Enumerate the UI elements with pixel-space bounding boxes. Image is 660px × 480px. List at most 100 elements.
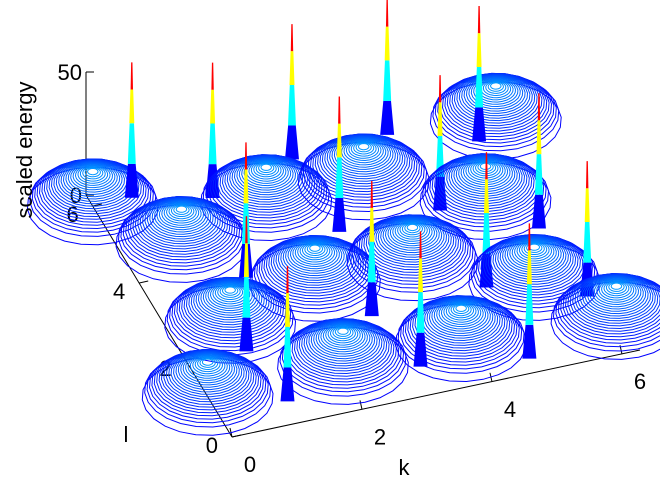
dome-contour (465, 158, 506, 183)
dome-contour (511, 238, 557, 267)
spike (479, 152, 494, 288)
dome-contour (591, 277, 642, 308)
dome (115, 196, 248, 283)
dome-contour (294, 240, 336, 265)
dome-contour (450, 155, 521, 197)
dome-contour (241, 158, 292, 189)
dome-contour (197, 279, 263, 319)
dome-contour (487, 81, 504, 92)
dome-contour (470, 76, 521, 108)
dome-contour (474, 161, 497, 175)
spike-segment (369, 207, 375, 242)
k-axis-tick-label: 4 (504, 397, 516, 422)
spike (284, 24, 299, 160)
dome-contour (214, 283, 246, 303)
dome-contour (333, 136, 394, 173)
dome-contour (201, 358, 214, 366)
spike-segment (290, 24, 294, 52)
dome-contour (327, 324, 359, 344)
spike-segment (289, 51, 295, 85)
dome-contour (297, 241, 333, 263)
spike-segment (380, 100, 395, 135)
spike-segment (364, 282, 379, 317)
dome-contour (325, 324, 361, 346)
dome-contour (605, 281, 628, 295)
dome-contour (440, 300, 482, 325)
spike (280, 266, 295, 402)
spike-segment (528, 223, 531, 251)
dome-contour (187, 354, 228, 379)
dome-contour (154, 199, 209, 233)
l-axis-tick-label: 0 (206, 433, 218, 458)
spike-segment (283, 326, 292, 368)
k-axis-tick (359, 400, 363, 410)
spike-segment (483, 179, 489, 214)
dome-contour (315, 321, 371, 355)
spike-segment (485, 152, 488, 180)
dome-contour (596, 278, 637, 303)
dome-contour (185, 353, 231, 381)
spike-segment (525, 284, 534, 325)
spike-segment (239, 317, 254, 352)
dome-contour (84, 167, 101, 178)
dome-contour (250, 160, 282, 180)
dome-contour (497, 235, 572, 280)
dome-contour (455, 304, 467, 312)
dome-contour (526, 242, 543, 253)
dome-contour (200, 279, 261, 316)
dome-contour (87, 168, 99, 176)
dome-contour (453, 155, 518, 195)
dome-contour (445, 301, 477, 321)
spike (472, 6, 487, 142)
spike (580, 161, 595, 297)
dome-contour (399, 221, 426, 238)
spike-segment (244, 142, 248, 170)
dome-contour (72, 163, 114, 189)
dome-contour (358, 142, 370, 151)
dome-contour (58, 160, 128, 202)
spike (124, 62, 139, 198)
dome-contour (337, 327, 349, 335)
spike-segment (243, 243, 249, 278)
dome-contour (485, 81, 507, 94)
spike-segment (124, 163, 139, 198)
spike-segment (280, 367, 295, 402)
spike-segment (243, 169, 249, 204)
dome-contour (168, 203, 195, 220)
l-axis-tick (139, 280, 149, 284)
dome-contour (245, 159, 287, 184)
dome-contour (392, 219, 433, 245)
dome-contour (233, 156, 299, 196)
dome-contour (309, 244, 321, 252)
dome-contour (287, 238, 343, 272)
dome-contour (353, 141, 375, 155)
dome-contour (460, 157, 511, 188)
dome-contour (189, 354, 226, 377)
dome (429, 72, 562, 160)
dome-contour (289, 239, 340, 270)
dome-contour (255, 162, 277, 176)
dome-contour (490, 82, 502, 90)
dome-contour (341, 138, 387, 166)
dome-contour (450, 303, 472, 317)
dome (141, 348, 274, 436)
dome-contour (428, 297, 494, 337)
spike (531, 93, 546, 229)
dome (200, 154, 333, 242)
dome (346, 214, 479, 302)
dome (419, 153, 552, 241)
dome-contour (504, 237, 565, 273)
dome (395, 295, 528, 383)
spike-segment (482, 213, 491, 254)
dome-contour (603, 280, 630, 297)
spike-segment (336, 123, 342, 158)
dome-contour (452, 304, 470, 314)
dome-contour (514, 239, 555, 264)
dome-contour (224, 286, 236, 294)
dome-contour (482, 80, 509, 97)
dome-contour (170, 204, 193, 217)
dome-contour (221, 285, 239, 296)
spike (522, 223, 537, 359)
spike-segment (385, 0, 389, 27)
dome-contour (79, 165, 106, 182)
